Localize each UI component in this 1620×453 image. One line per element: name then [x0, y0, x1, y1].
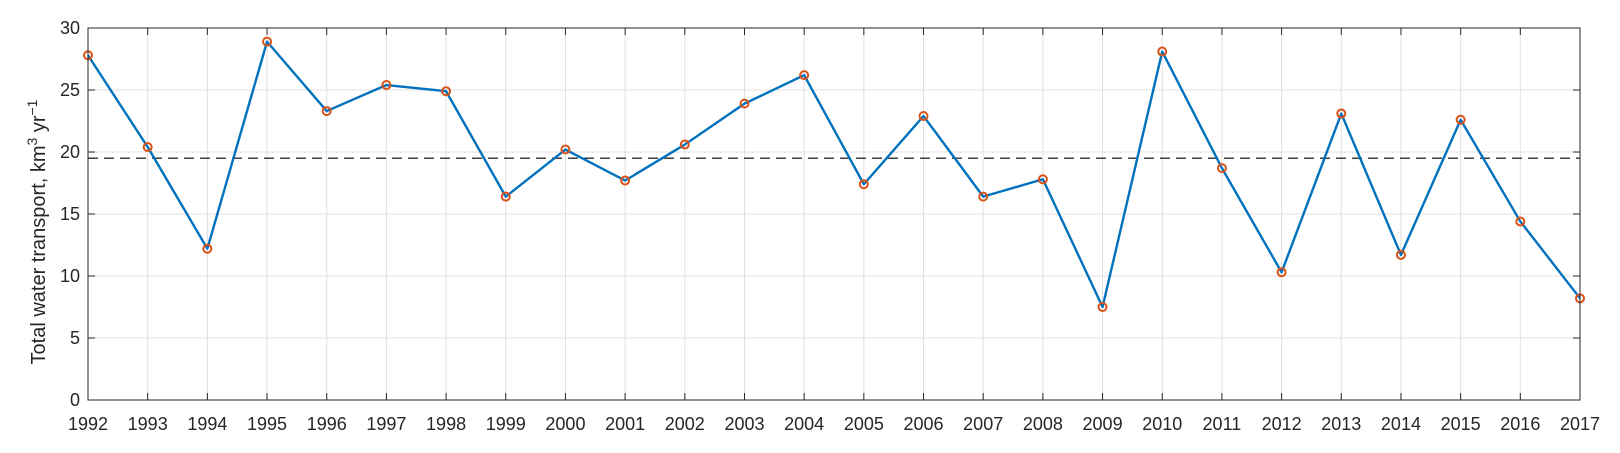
- data-point-1998: [441, 86, 452, 97]
- x-tick-label-2006: 2006: [903, 414, 943, 434]
- y-tick-label-15: 15: [60, 204, 80, 224]
- x-tick-label-2012: 2012: [1262, 414, 1302, 434]
- data-point-1994: [202, 243, 213, 254]
- data-point-2012: [1276, 267, 1287, 278]
- x-tick-label-1999: 1999: [486, 414, 526, 434]
- data-point-1995: [262, 36, 273, 47]
- data-point-1996: [321, 106, 332, 117]
- x-tick-label-2014: 2014: [1381, 414, 1421, 434]
- x-tick-labels: 1992 1993 1994 1995 1996 1997 1998 1999 2000 2001…: [68, 414, 1600, 434]
- y-axis-title: Total water transport, km3 yr−1: [24, 99, 50, 364]
- data-point-2005: [858, 179, 869, 190]
- series-group: [86, 40, 1581, 309]
- x-tick-label-2004: 2004: [784, 414, 824, 434]
- y-tick-label-10: 10: [60, 266, 80, 286]
- x-tick-label-2016: 2016: [1500, 414, 1540, 434]
- data-point-2000: [560, 144, 571, 155]
- x-tick-label-2008: 2008: [1023, 414, 1063, 434]
- data-point-1997: [381, 80, 392, 91]
- data-point-1999: [500, 191, 511, 202]
- data-point-2001: [620, 175, 631, 186]
- data-point-2014: [1395, 249, 1406, 260]
- data-point-1993: [142, 142, 153, 153]
- y-tick-label-30: 30: [60, 18, 80, 38]
- x-tick-label-2007: 2007: [963, 414, 1003, 434]
- x-tick-label-1993: 1993: [128, 414, 168, 434]
- x-tick-label-1994: 1994: [187, 414, 227, 434]
- x-tick-label-1998: 1998: [426, 414, 466, 434]
- y-axis-title-main: Total water transport, km: [28, 146, 50, 365]
- data-point-2011: [1216, 163, 1227, 174]
- data-point-2010: [1157, 46, 1168, 57]
- data-point-2003: [739, 98, 750, 109]
- y-tick-label-5: 5: [70, 328, 80, 348]
- x-tick-label-1996: 1996: [307, 414, 347, 434]
- axes-frame: [87, 27, 1581, 401]
- y-tick-labels: 0 5 10 15 20 25 30: [60, 18, 80, 410]
- y-tick-label-25: 25: [60, 80, 80, 100]
- x-tick-label-2017: 2017: [1560, 414, 1600, 434]
- y-axis-title-mid: yr: [28, 115, 50, 138]
- data-point-2007: [978, 191, 989, 202]
- y-axis-title-sup1: 3: [24, 138, 40, 146]
- axes-box: [87, 27, 1581, 401]
- x-tick-label-1992: 1992: [68, 414, 108, 434]
- data-point-2009: [1097, 302, 1108, 312]
- x-tick-label-2015: 2015: [1441, 414, 1481, 434]
- y-axis-title-sup2: −1: [24, 99, 40, 115]
- x-tick-label-2001: 2001: [605, 414, 645, 434]
- data-point-2002: [679, 139, 690, 150]
- x-tick-label-2005: 2005: [844, 414, 884, 434]
- data-point-2013: [1336, 108, 1347, 119]
- data-point-2016: [1515, 216, 1526, 227]
- x-tick-label-2011: 2011: [1203, 414, 1242, 434]
- data-point-2008: [1037, 174, 1048, 185]
- x-tick-label-1995: 1995: [247, 414, 287, 434]
- x-tick-label-2000: 2000: [545, 414, 585, 434]
- y-tick-label-0: 0: [70, 390, 80, 410]
- y-tick-label-20: 20: [60, 142, 80, 162]
- marker-group: [83, 36, 1585, 312]
- data-point-2015: [1455, 114, 1466, 125]
- x-tick-label-2003: 2003: [724, 414, 764, 434]
- x-tick-label-2002: 2002: [665, 414, 705, 434]
- data-point-2006: [918, 111, 929, 122]
- x-tick-label-2010: 2010: [1142, 414, 1182, 434]
- series-line-0: [86, 40, 1581, 309]
- data-point-2004: [799, 70, 810, 81]
- x-tick-label-1997: 1997: [366, 414, 406, 434]
- x-tick-label-2009: 2009: [1083, 414, 1123, 434]
- x-tick-label-2013: 2013: [1321, 414, 1361, 434]
